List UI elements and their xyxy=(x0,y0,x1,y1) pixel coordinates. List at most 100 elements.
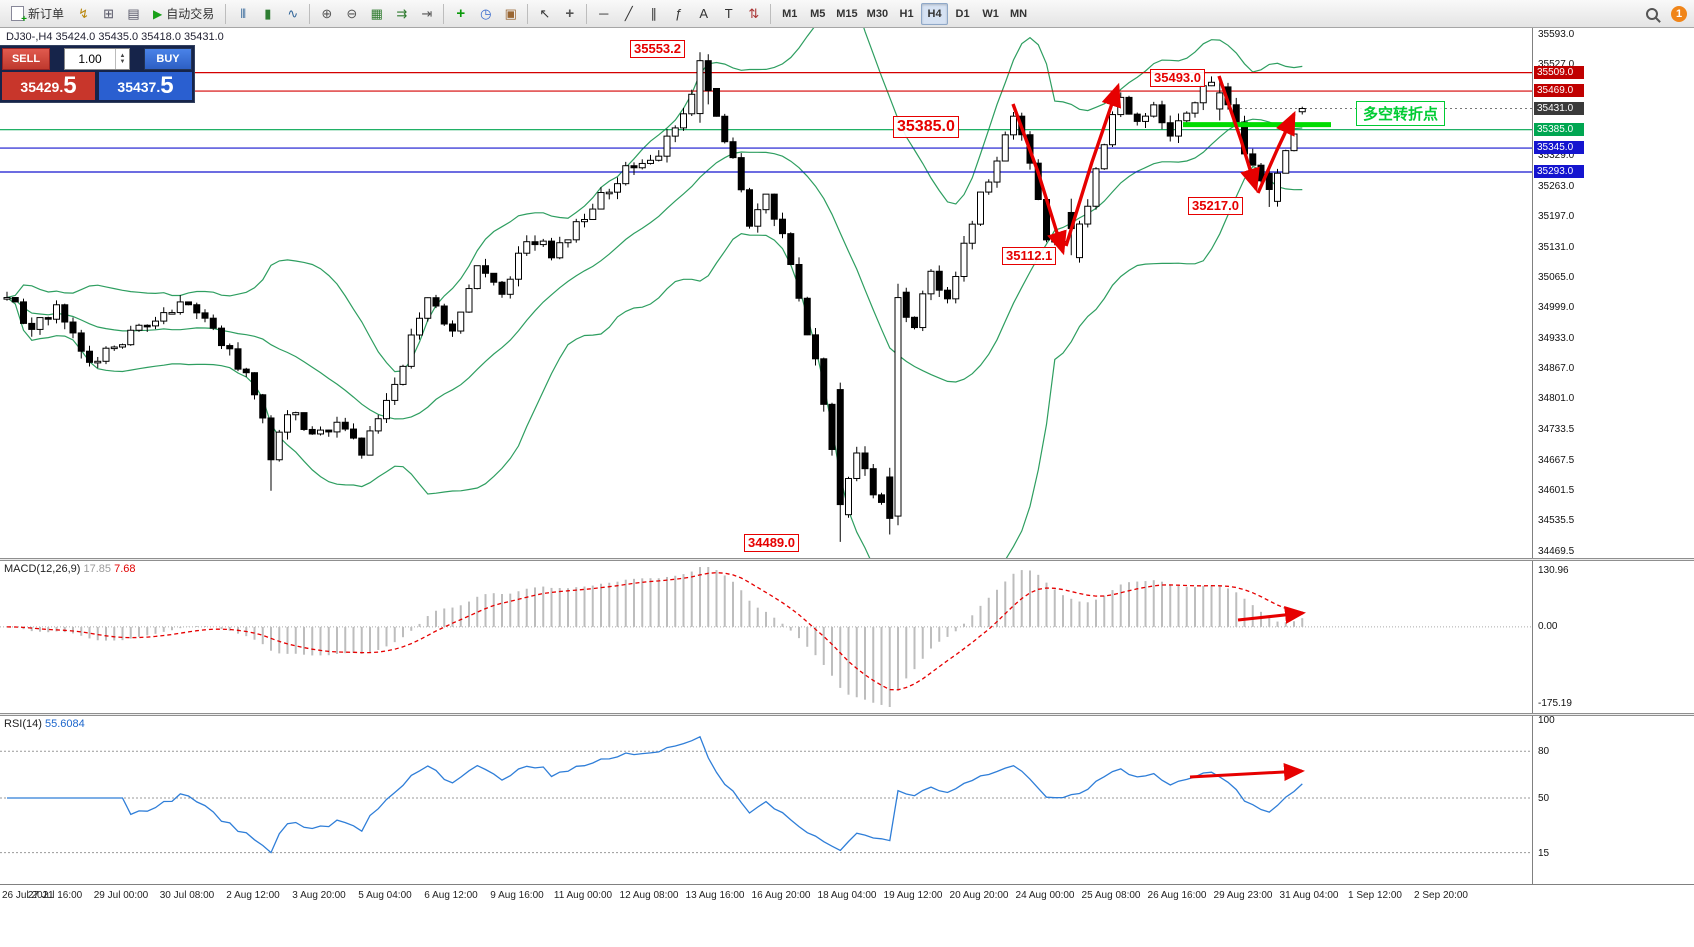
trend-arrow[interactable] xyxy=(1217,75,1260,193)
rsi-annotation-arrow[interactable] xyxy=(1189,762,1305,781)
horizontal-line-button[interactable]: ─ xyxy=(592,3,615,25)
text-label-icon: T xyxy=(724,6,733,21)
toolbar-separator xyxy=(770,3,772,24)
rsi-axis-label: 80 xyxy=(1538,746,1550,758)
sell-price-button[interactable]: 35429. 5 xyxy=(2,72,95,100)
crosshair-button[interactable]: + xyxy=(558,3,581,25)
buy-price-button[interactable]: 35437. 5 xyxy=(99,72,192,100)
macd-signal-line xyxy=(6,572,1303,691)
bollinger-middle xyxy=(6,118,1303,420)
time-axis-label: 26 Jul 2021 xyxy=(2,890,54,901)
chart-shift-button[interactable]: ⇥ xyxy=(415,3,438,25)
timeframe-m1-button[interactable]: M1 xyxy=(776,3,803,25)
price-axis-label: 34867.0 xyxy=(1538,362,1575,374)
rsi-label: RSI(14) 55.6084 xyxy=(4,718,85,730)
indicators-button[interactable]: + xyxy=(449,3,472,25)
arrows-object-button[interactable]: ⇅ xyxy=(742,3,765,25)
price-tag: 35509.0 xyxy=(1534,65,1584,79)
macd-label: MACD(12,26,9) 17.85 7.68 xyxy=(4,563,136,575)
price-tag: 35293.0 xyxy=(1534,165,1584,178)
tile-windows-button[interactable]: ▦ xyxy=(365,3,388,25)
templates-button[interactable]: ▣ xyxy=(499,3,522,25)
price-axis-label: 34535.5 xyxy=(1538,515,1575,527)
macd-axis-label: 0.00 xyxy=(1538,620,1558,632)
volume-input[interactable]: 1.00 ▲ ▼ xyxy=(64,48,130,70)
new-chart-button[interactable]: ⊞ xyxy=(97,3,120,25)
lightning-icon: ↯ xyxy=(78,5,89,21)
time-axis-label: 24 Aug 00:00 xyxy=(1015,890,1075,901)
auto-scroll-button[interactable]: ⇉ xyxy=(390,3,413,25)
price-axis-label: 34933.0 xyxy=(1538,332,1575,344)
arrows-object-icon: ⇅ xyxy=(748,5,760,21)
periods-button[interactable]: ◷ xyxy=(474,3,497,25)
time-axis[interactable]: 26 Jul 2021 27 Jul 16:00 29 Jul 00:00 30 Ju… xyxy=(0,884,1694,907)
timeframe-d1-button[interactable]: D1 xyxy=(949,3,976,25)
timeframe-m5-button[interactable]: M5 xyxy=(804,3,831,25)
new-order-button[interactable]: 新订单 xyxy=(5,3,70,25)
timeframe-mn-button[interactable]: MN xyxy=(1005,3,1032,25)
lightning-button[interactable]: ↯ xyxy=(72,3,95,25)
timeframe-w1-button[interactable]: W1 xyxy=(977,3,1004,25)
bar-chart-button[interactable]: ||| xyxy=(231,3,254,25)
macd-axis-label: 130.96 xyxy=(1538,565,1569,576)
fibonacci-button[interactable]: ƒ xyxy=(667,3,690,25)
trendline-button[interactable]: ╱ xyxy=(617,3,640,25)
line-chart-icon: ∿ xyxy=(287,5,299,21)
volume-value[interactable]: 1.00 xyxy=(78,52,102,66)
time-axis-label: 1 Sep 12:00 xyxy=(1348,890,1402,901)
panel-separator[interactable] xyxy=(0,713,1694,716)
trendline-icon: ╱ xyxy=(624,5,633,21)
candlestick-button[interactable]: ▮ xyxy=(256,3,279,25)
trend-arrow[interactable] xyxy=(1011,103,1067,256)
candlesticks xyxy=(3,52,1306,542)
trend-arrow[interactable] xyxy=(1064,82,1122,247)
time-axis-label: 31 Aug 04:00 xyxy=(1279,890,1339,901)
channel-button[interactable]: ∥ xyxy=(642,3,665,25)
price-tag: 35431.0 xyxy=(1534,101,1584,115)
timeframe-h1-button[interactable]: H1 xyxy=(893,3,920,25)
panel-separator[interactable] xyxy=(0,558,1694,561)
price-axis-label: 35593.0 xyxy=(1538,29,1575,40)
macd-annotation-arrow[interactable] xyxy=(1237,605,1306,624)
fibonacci-icon: ƒ xyxy=(675,6,683,21)
price-axis-label: 34733.5 xyxy=(1538,424,1575,436)
cursor-button[interactable]: ↖ xyxy=(533,3,556,25)
chart-shift-icon: ⇥ xyxy=(421,5,433,21)
templates-icon: ▣ xyxy=(504,5,517,21)
price-axis-label: 34601.5 xyxy=(1538,485,1575,497)
main-chart[interactable] xyxy=(0,28,1532,558)
periods-icon: ◷ xyxy=(480,5,492,21)
search-button[interactable] xyxy=(1640,3,1663,25)
new-chart-icon: ⊞ xyxy=(103,5,114,21)
timeframe-m30-button[interactable]: M30 xyxy=(863,3,892,25)
candlestick-icon: ▮ xyxy=(264,5,272,21)
time-axis-label: 19 Aug 12:00 xyxy=(883,890,943,901)
text-button[interactable]: A xyxy=(692,3,715,25)
timeframe-m15-button[interactable]: M15 xyxy=(832,3,861,25)
price-axis-label: 35329.0 xyxy=(1538,150,1575,162)
toolbar: 新订单 ↯ ⊞ ▤ ▶ 自动交易 ||| ▮ ∿ ⊕ ⊖ ▦ ⇉ ⇥ + ◷ ▣ ↖ + ─ ╱ ∥ ƒ… xyxy=(0,0,1694,28)
buy-button[interactable]: BUY xyxy=(144,48,192,70)
zoom-in-button[interactable]: ⊕ xyxy=(315,3,338,25)
trend-arrow[interactable] xyxy=(1256,110,1296,194)
price-axis[interactable]: 35593.0 35527.0 35329.0 35263.0 35197.0 35131… xyxy=(1532,28,1694,884)
zoom-out-button[interactable]: ⊖ xyxy=(340,3,363,25)
line-chart-button[interactable]: ∿ xyxy=(281,3,304,25)
profiles-button[interactable]: ▤ xyxy=(122,3,145,25)
text-icon: A xyxy=(699,6,709,21)
cursor-icon: ↖ xyxy=(539,5,551,21)
profiles-icon: ▤ xyxy=(127,5,140,21)
price-axis-label: 34999.0 xyxy=(1538,302,1575,314)
auto-trading-button[interactable]: ▶ 自动交易 xyxy=(147,3,220,25)
macd-axis-label: -175.19 xyxy=(1538,698,1572,709)
volume-stepper[interactable]: ▲ ▼ xyxy=(115,49,129,69)
time-axis-label: 16 Aug 20:00 xyxy=(751,890,811,901)
tile-windows-icon: ▦ xyxy=(370,5,383,21)
rsi-value: 55.6084 xyxy=(44,718,85,730)
new-order-label: 新订单 xyxy=(28,7,65,21)
timeframe-h4-button[interactable]: H4 xyxy=(921,2,949,25)
sell-button[interactable]: SELL xyxy=(2,48,50,70)
notification-badge[interactable]: 1 xyxy=(1671,5,1687,22)
indicators-icon: + xyxy=(456,5,466,22)
text-label-button[interactable]: T xyxy=(717,3,740,25)
